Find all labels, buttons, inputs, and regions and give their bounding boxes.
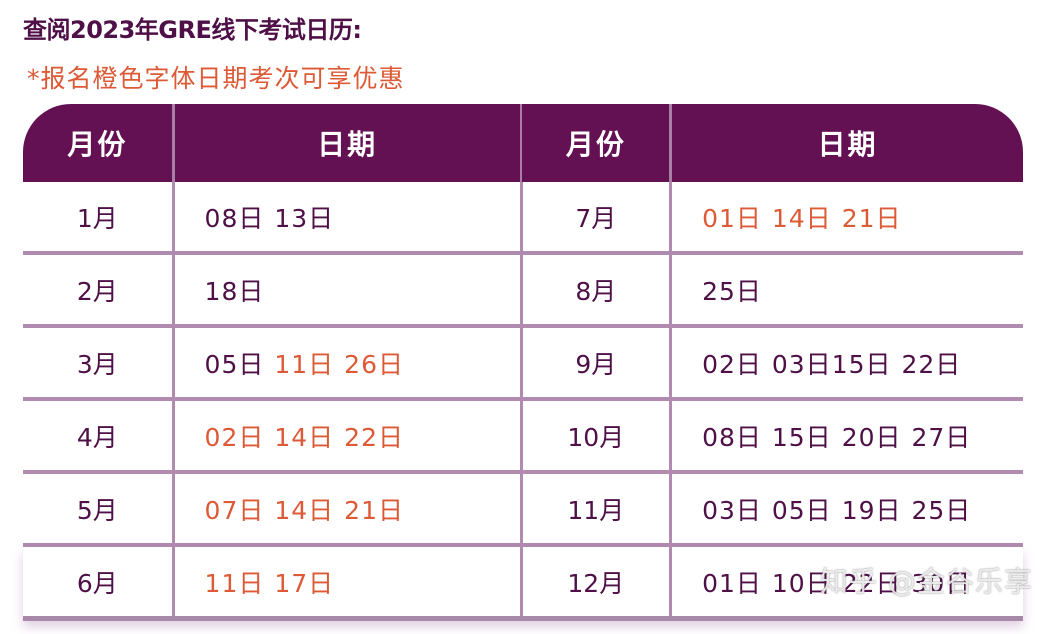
exam-date-discounted: 11日 [274, 349, 335, 379]
exam-date-discounted: 14日 [274, 422, 335, 452]
month-cell: 5月 [76, 495, 118, 525]
exam-date: 27日 [911, 422, 972, 452]
exam-date-discounted: 21日 [841, 203, 902, 233]
column-divider [519, 182, 523, 251]
table-row: 3月 05日 11日 26日 9月 02日 03日 15日 22日 [23, 328, 1023, 401]
exam-date: 03日 [702, 495, 762, 525]
column-divider [669, 328, 673, 397]
dates-cell: 08日 13日 [175, 182, 520, 251]
exam-date: 05日 [204, 349, 265, 379]
month-cell: 8月 [575, 276, 617, 306]
column-divider [519, 401, 523, 470]
exam-date-discounted: 21日 [344, 495, 404, 525]
exam-date: 18日 [204, 276, 265, 306]
exam-date: 25日 [702, 276, 762, 306]
exam-date: 15日 [771, 422, 832, 452]
dates-cell: 18日 [175, 255, 520, 324]
month-cell: 9月 [575, 349, 617, 379]
exam-date-discounted: 22日 [344, 422, 404, 452]
exam-date-discounted: 11日 [204, 568, 265, 598]
exam-date: 30日 [911, 568, 972, 598]
dates-cell: 02日 03日 15日 22日 [672, 328, 1023, 397]
exam-date: 10日 [771, 568, 832, 598]
month-cell: 2月 [76, 276, 118, 306]
exam-date-discounted: 14日 [771, 203, 832, 233]
exam-date: 05日 [771, 495, 832, 525]
exam-date-discounted: 01日 [702, 203, 762, 233]
exam-date: 08日 [204, 203, 265, 233]
column-divider [519, 255, 523, 324]
column-divider [171, 104, 175, 182]
month-cell: 4月 [76, 422, 118, 452]
discount-note: *报名橙色字体日期考次可享优惠 [27, 64, 405, 93]
dates-cell: 01日 14日 21日 [672, 182, 1023, 251]
exam-date: 02日 [702, 349, 762, 379]
dates-cell: 05日 11日 26日 [175, 328, 520, 397]
dates-cell: 07日 14日 21日 [175, 474, 520, 543]
header-date-right: 日期 [817, 128, 878, 161]
exam-date: 25日 [911, 495, 972, 525]
column-divider [171, 255, 175, 324]
column-divider [171, 182, 175, 251]
column-divider [519, 474, 523, 543]
table-header: 月份 日期 月份 日期 [23, 104, 1023, 182]
exam-date: 22日 [841, 568, 902, 598]
exam-date-discounted: 02日 [204, 422, 265, 452]
column-divider [171, 401, 175, 470]
month-cell: 7月 [575, 203, 617, 233]
header-date-left: 日期 [317, 128, 378, 161]
exam-date: 01日 [702, 568, 762, 598]
zhihu-watermark: 知乎 @金谷乐享 [820, 565, 1033, 598]
exam-date: 08日 [702, 422, 762, 452]
header-month-right: 月份 [565, 128, 626, 161]
dates-cell: 02日 14日 22日 [175, 401, 520, 470]
page-title: 查阅2023年GRE线下考试日历: [23, 16, 362, 44]
dates-cell: 01日 10日 22日 30日 [672, 547, 1023, 616]
column-divider [669, 104, 673, 182]
month-cell: 6月 [76, 568, 118, 598]
column-divider [669, 474, 673, 543]
column-divider [519, 104, 523, 182]
column-divider [519, 547, 523, 616]
column-divider [171, 547, 175, 616]
gre-exam-calendar-table: 月份 日期 月份 日期 1月 08日 13日 7月 01日 14日 21日 2月… [23, 104, 1023, 621]
month-cell: 1月 [76, 203, 118, 233]
exam-date: 15日 [831, 349, 892, 379]
header-month-left: 月份 [67, 128, 128, 161]
month-cell: 3月 [76, 349, 118, 379]
column-divider [669, 255, 673, 324]
table-row: 1月 08日 13日 7月 01日 14日 21日 [23, 182, 1023, 255]
exam-date: 20日 [841, 422, 902, 452]
column-divider [669, 547, 673, 616]
table-row: 5月 07日 14日 21日 11月 03日 05日 19日 25日 [23, 474, 1023, 547]
dates-cell: 08日 15日 20日 27日 [672, 401, 1023, 470]
table-row: 6月 11日 17日 12月 01日 10日 22日 30日 [23, 547, 1023, 621]
dates-cell: 25日 [672, 255, 1023, 324]
month-cell: 11月 [567, 495, 625, 525]
column-divider [171, 474, 175, 543]
month-cell: 12月 [567, 568, 625, 598]
column-divider [669, 182, 673, 251]
column-divider [519, 328, 523, 397]
table-row: 2月 18日 8月 25日 [23, 255, 1023, 328]
dates-cell: 03日 05日 19日 25日 [672, 474, 1023, 543]
column-divider [669, 401, 673, 470]
exam-date-discounted: 14日 [274, 495, 335, 525]
exam-date-discounted: 07日 [204, 495, 265, 525]
exam-date: 19日 [841, 495, 902, 525]
column-divider [171, 328, 175, 397]
dates-cell: 11日 17日 [175, 547, 520, 616]
exam-date-discounted: 17日 [274, 568, 335, 598]
exam-date: 13日 [274, 203, 335, 233]
table-row: 4月 02日 14日 22日 10月 08日 15日 20日 27日 [23, 401, 1023, 474]
exam-date-discounted: 26日 [344, 349, 404, 379]
exam-date: 22日 [901, 349, 962, 379]
month-cell: 10月 [567, 422, 625, 452]
exam-date: 03日 [771, 349, 832, 379]
